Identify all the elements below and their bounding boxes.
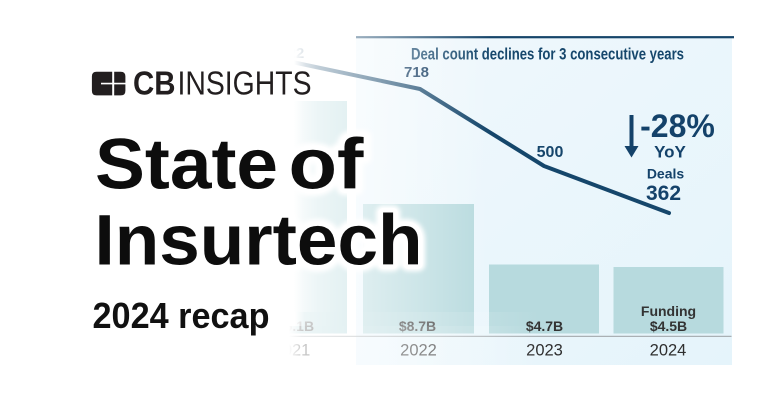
svg-text:State: State bbox=[95, 125, 278, 204]
svg-text:CB: CB bbox=[133, 65, 176, 102]
svg-text:of: of bbox=[289, 125, 364, 204]
svg-text:Insurtech: Insurtech bbox=[95, 201, 423, 280]
svg-text:of: of bbox=[289, 125, 364, 204]
svg-text:INSIGHTS: INSIGHTS bbox=[178, 65, 312, 102]
svg-text:State: State bbox=[95, 125, 278, 204]
svg-text:2024 recap: 2024 recap bbox=[93, 295, 270, 336]
svg-text:Insurtech: Insurtech bbox=[95, 201, 423, 280]
